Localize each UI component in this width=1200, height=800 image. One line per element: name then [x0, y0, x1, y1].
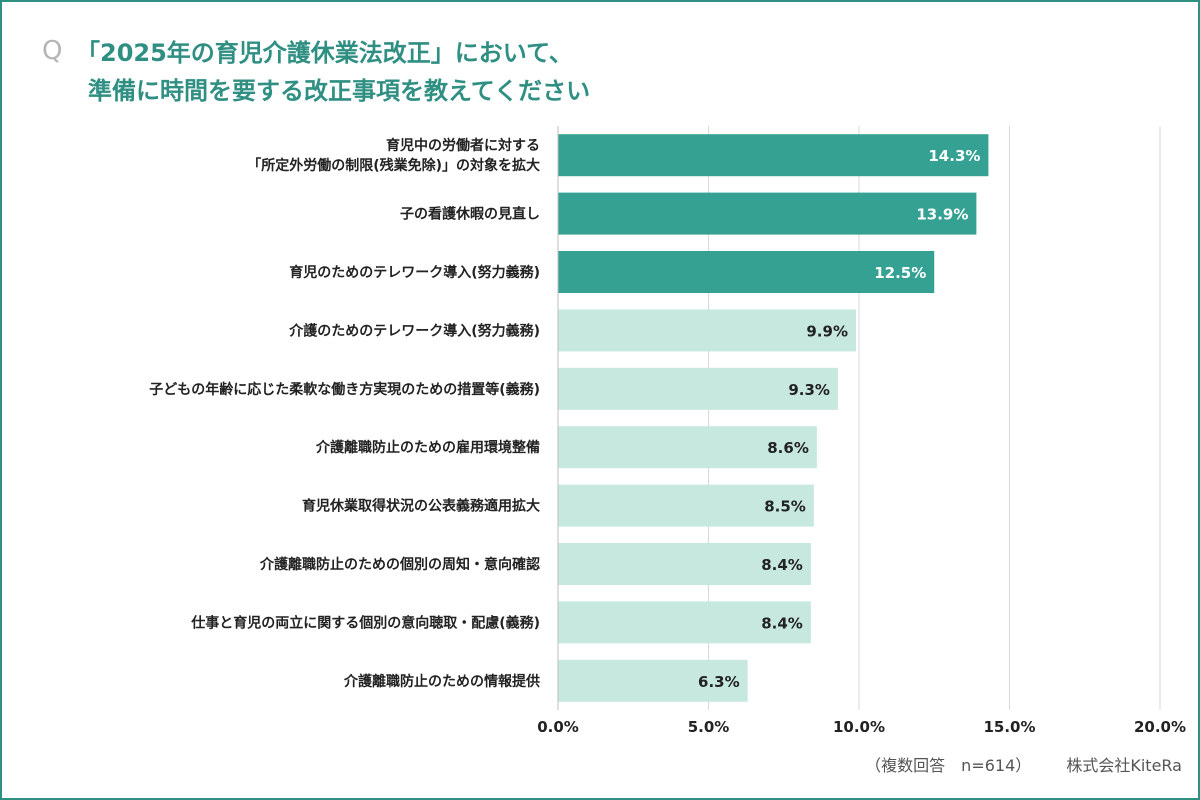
- category-label: 介護離職防止のための個別の周知・意向確認: [259, 556, 540, 573]
- bar-value-label: 8.6%: [767, 439, 809, 457]
- bar-value-label: 12.5%: [874, 264, 926, 282]
- question-mark-icon: Q: [42, 36, 63, 66]
- category-label: 介護離職防止のための情報提供: [343, 673, 540, 690]
- x-tick-label: 10.0%: [833, 718, 885, 736]
- category-label: 仕事と育児の両立に関する個別の意向聴取・配慮(義務): [190, 614, 540, 631]
- bar-value-label: 9.9%: [806, 322, 848, 340]
- bar: [558, 659, 748, 702]
- x-tick-label: 20.0%: [1134, 718, 1186, 736]
- bar-value-label: 6.3%: [698, 673, 740, 691]
- bar: [558, 367, 838, 410]
- category-label: 子の看護休暇の見直し: [400, 206, 540, 223]
- bar-value-label: 13.9%: [916, 206, 968, 224]
- company-name: 株式会社KiteRa: [1066, 756, 1182, 775]
- category-label: 育児のためのテレワーク導入(努力義務): [289, 264, 540, 281]
- category-label: 介護離職防止のための雇用環境整備: [315, 439, 540, 456]
- chart-footer: （複数回答 n=614） 株式会社KiteRa: [865, 752, 1182, 776]
- bar-value-label: 9.3%: [788, 381, 830, 399]
- bar: [558, 543, 811, 585]
- bar: [558, 251, 935, 293]
- category-label: 「所定外労働の制限(残業免除)」の対象を拡大: [247, 157, 540, 174]
- bar: [558, 484, 814, 527]
- bar-value-label: 8.4%: [761, 614, 803, 632]
- bar: [558, 134, 989, 177]
- bar: [558, 192, 977, 235]
- bar-value-label: 8.5%: [764, 498, 806, 516]
- x-tick-label: 0.0%: [537, 718, 579, 736]
- category-label: 育児中の労働者に対する: [386, 137, 540, 154]
- title-line-1: 「2025年の育児介護休業法改正」において、: [76, 39, 573, 67]
- chart-title: 「2025年の育児介護休業法改正」において、 準備に時間を要する改正事項を教えて…: [76, 34, 590, 110]
- sample-note: （複数回答 n=614）: [865, 756, 1032, 775]
- bar: [558, 601, 811, 644]
- bar: [558, 309, 856, 352]
- category-label: 育児休業取得状況の公表義務適用拡大: [302, 498, 540, 515]
- title-line-2: 準備に時間を要する改正事項を教えてください: [88, 77, 591, 105]
- category-label: 子どもの年齢に応じた柔軟な働き方実現のための措置等(義務): [149, 381, 540, 398]
- x-tick-label: 15.0%: [983, 718, 1035, 736]
- bar-value-label: 8.4%: [761, 556, 803, 574]
- x-tick-label: 5.0%: [688, 718, 730, 736]
- bar: [558, 426, 817, 469]
- bar-value-label: 14.3%: [928, 147, 980, 165]
- category-label: 介護のためのテレワーク導入(努力義務): [288, 322, 540, 339]
